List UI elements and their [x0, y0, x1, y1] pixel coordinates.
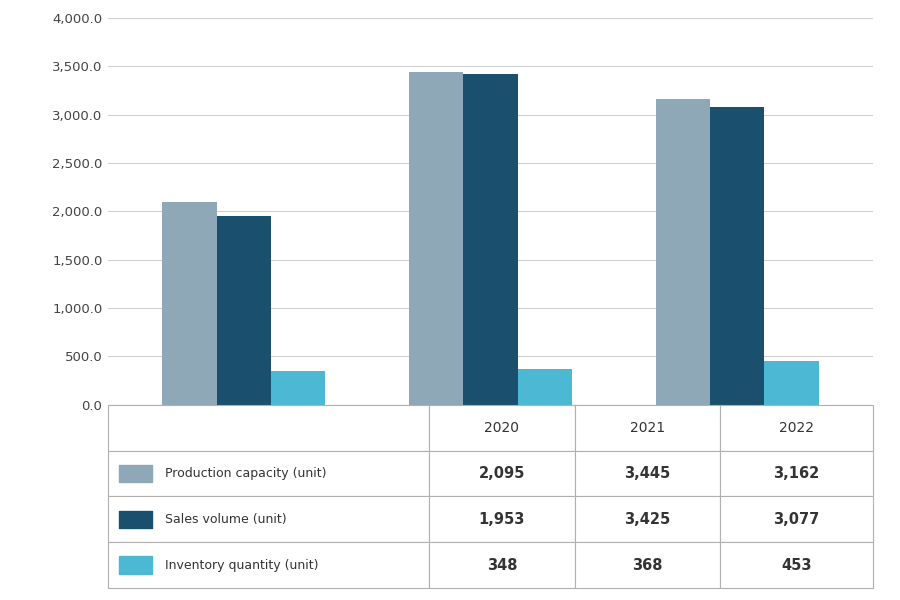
Bar [720, 542, 873, 588]
Bar [429, 542, 574, 588]
Bar [120, 465, 152, 482]
Bar [429, 496, 574, 542]
Text: 3,077: 3,077 [773, 512, 820, 527]
Text: 2020: 2020 [484, 421, 519, 434]
Text: 3,445: 3,445 [625, 466, 670, 481]
Bar [120, 511, 152, 528]
Text: Production capacity (unit): Production capacity (unit) [166, 467, 327, 480]
Text: 2022: 2022 [779, 421, 814, 434]
Bar [574, 542, 720, 588]
Bar [720, 405, 873, 451]
Bar [108, 496, 429, 542]
Bar [410, 71, 464, 405]
Bar [518, 369, 572, 405]
Bar [574, 405, 720, 451]
Bar [429, 405, 574, 451]
Bar [720, 496, 873, 542]
Bar [162, 202, 217, 405]
Bar [271, 371, 325, 405]
Bar [720, 451, 873, 496]
Bar [108, 405, 429, 451]
Text: 2,095: 2,095 [479, 466, 526, 481]
Text: 2021: 2021 [630, 421, 665, 434]
Text: 368: 368 [632, 557, 662, 572]
Bar [217, 216, 271, 405]
Bar [120, 556, 152, 574]
Text: 3,425: 3,425 [625, 512, 670, 527]
Text: 348: 348 [487, 557, 518, 572]
Text: 3,162: 3,162 [773, 466, 820, 481]
Bar [429, 451, 574, 496]
Text: 1,953: 1,953 [479, 512, 526, 527]
Text: Inventory quantity (unit): Inventory quantity (unit) [166, 559, 319, 572]
Bar [764, 361, 819, 405]
Bar [108, 542, 429, 588]
Bar [710, 107, 764, 405]
Bar [574, 451, 720, 496]
Text: 453: 453 [781, 557, 812, 572]
Bar [108, 451, 429, 496]
Bar [464, 74, 518, 405]
Bar [574, 496, 720, 542]
Bar [656, 99, 710, 405]
Text: Sales volume (unit): Sales volume (unit) [166, 513, 287, 526]
